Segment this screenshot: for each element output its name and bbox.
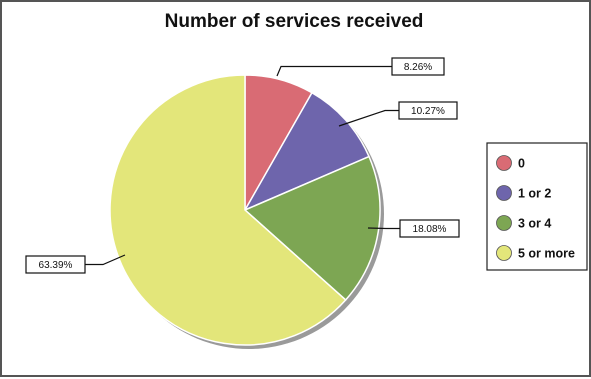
legend: 0 1 or 2 3 or 4 5 or more xyxy=(486,142,588,271)
legend-swatch-5-or-more xyxy=(496,245,512,261)
data-label-box-3-or-4 xyxy=(399,219,460,238)
pie-slices xyxy=(109,74,384,349)
pie-slice-3-or-4 xyxy=(243,155,381,302)
data-label-box-5-or-more xyxy=(25,255,86,274)
legend-label-1-or-2: 1 or 2 xyxy=(518,187,551,201)
data-labels: 8.26% 10.27% 18.08% 63.39% xyxy=(25,57,460,274)
legend-swatch-0 xyxy=(496,155,512,171)
data-label-box-1-or-2 xyxy=(398,101,458,120)
legend-label-5-or-more: 5 or more xyxy=(518,247,575,261)
leader-line-3-or-4 xyxy=(367,227,400,230)
leader-line-5-or-more xyxy=(85,254,126,266)
data-label-box-0 xyxy=(391,57,445,76)
data-label-3-or-4: 18.08% xyxy=(413,224,447,235)
legend-swatch-1-or-2 xyxy=(496,185,512,201)
legend-label-0: 0 xyxy=(518,157,525,171)
chart-title: Number of services received xyxy=(165,11,424,32)
pie-slice-1-or-2 xyxy=(243,91,370,212)
pie-slice-5-or-more xyxy=(109,74,347,346)
leader-line-1-or-2 xyxy=(338,109,399,127)
data-label-1-or-2: 10.27% xyxy=(411,106,445,117)
legend-label-3-or-4: 3 or 4 xyxy=(518,217,551,231)
data-label-5-or-more: 63.39% xyxy=(39,260,73,271)
data-label-0: 8.26% xyxy=(404,62,432,73)
legend-swatch-3-or-4 xyxy=(496,215,512,231)
leader-line-0 xyxy=(276,65,392,77)
